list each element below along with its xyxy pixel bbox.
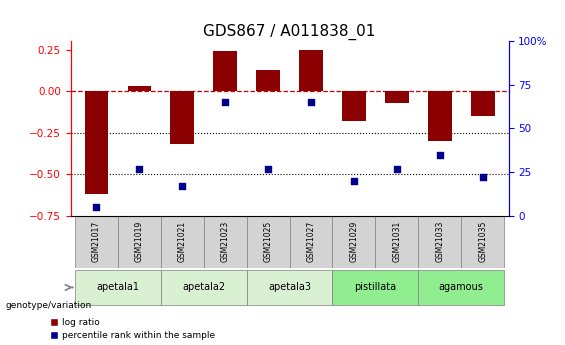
FancyBboxPatch shape — [75, 216, 118, 268]
FancyBboxPatch shape — [418, 216, 461, 268]
FancyBboxPatch shape — [290, 216, 332, 268]
FancyBboxPatch shape — [418, 270, 504, 305]
Point — [478, 175, 487, 180]
Bar — [214, 50, 237, 91]
Bar — [171, 91, 194, 144]
Text: GSM21029: GSM21029 — [350, 221, 358, 262]
Text: apetala3: apetala3 — [268, 283, 311, 293]
Legend: log ratio, percentile rank within the sample: log ratio, percentile rank within the sa… — [50, 318, 215, 341]
Point — [92, 204, 101, 210]
Text: GSM21017: GSM21017 — [92, 221, 101, 262]
Text: GSM21019: GSM21019 — [135, 221, 144, 262]
Bar — [85, 91, 108, 194]
Text: GSM21021: GSM21021 — [178, 221, 187, 262]
FancyBboxPatch shape — [332, 216, 375, 268]
FancyBboxPatch shape — [161, 270, 247, 305]
Text: GSM21035: GSM21035 — [478, 221, 487, 263]
FancyBboxPatch shape — [247, 216, 290, 268]
Point — [178, 183, 187, 189]
FancyBboxPatch shape — [75, 270, 161, 305]
FancyBboxPatch shape — [375, 216, 418, 268]
Bar — [471, 91, 494, 116]
Text: pistillata: pistillata — [354, 283, 397, 293]
Text: GSM21031: GSM21031 — [392, 221, 401, 262]
Point — [349, 178, 358, 184]
Text: apetala2: apetala2 — [182, 283, 225, 293]
Point — [264, 166, 273, 171]
Point — [135, 166, 144, 171]
FancyBboxPatch shape — [204, 216, 247, 268]
FancyBboxPatch shape — [161, 216, 204, 268]
Text: agamous: agamous — [439, 283, 484, 293]
Bar — [128, 86, 151, 91]
Text: GSM21027: GSM21027 — [307, 221, 315, 262]
Text: GSM21033: GSM21033 — [435, 221, 444, 263]
FancyBboxPatch shape — [118, 216, 161, 268]
Bar — [385, 91, 408, 103]
Text: GSM21023: GSM21023 — [221, 221, 229, 262]
Text: GSM21025: GSM21025 — [264, 221, 272, 262]
Bar — [342, 91, 366, 121]
Point — [435, 152, 444, 157]
Bar — [299, 50, 323, 91]
Text: apetala1: apetala1 — [97, 283, 140, 293]
FancyBboxPatch shape — [247, 270, 332, 305]
Bar — [257, 70, 280, 91]
FancyBboxPatch shape — [461, 216, 504, 268]
Bar — [428, 91, 451, 141]
Point — [221, 100, 230, 105]
FancyBboxPatch shape — [332, 270, 418, 305]
Point — [392, 166, 401, 171]
Text: genotype/variation: genotype/variation — [6, 301, 92, 310]
Point — [306, 100, 315, 105]
Title: GDS867 / A011838_01: GDS867 / A011838_01 — [203, 24, 376, 40]
